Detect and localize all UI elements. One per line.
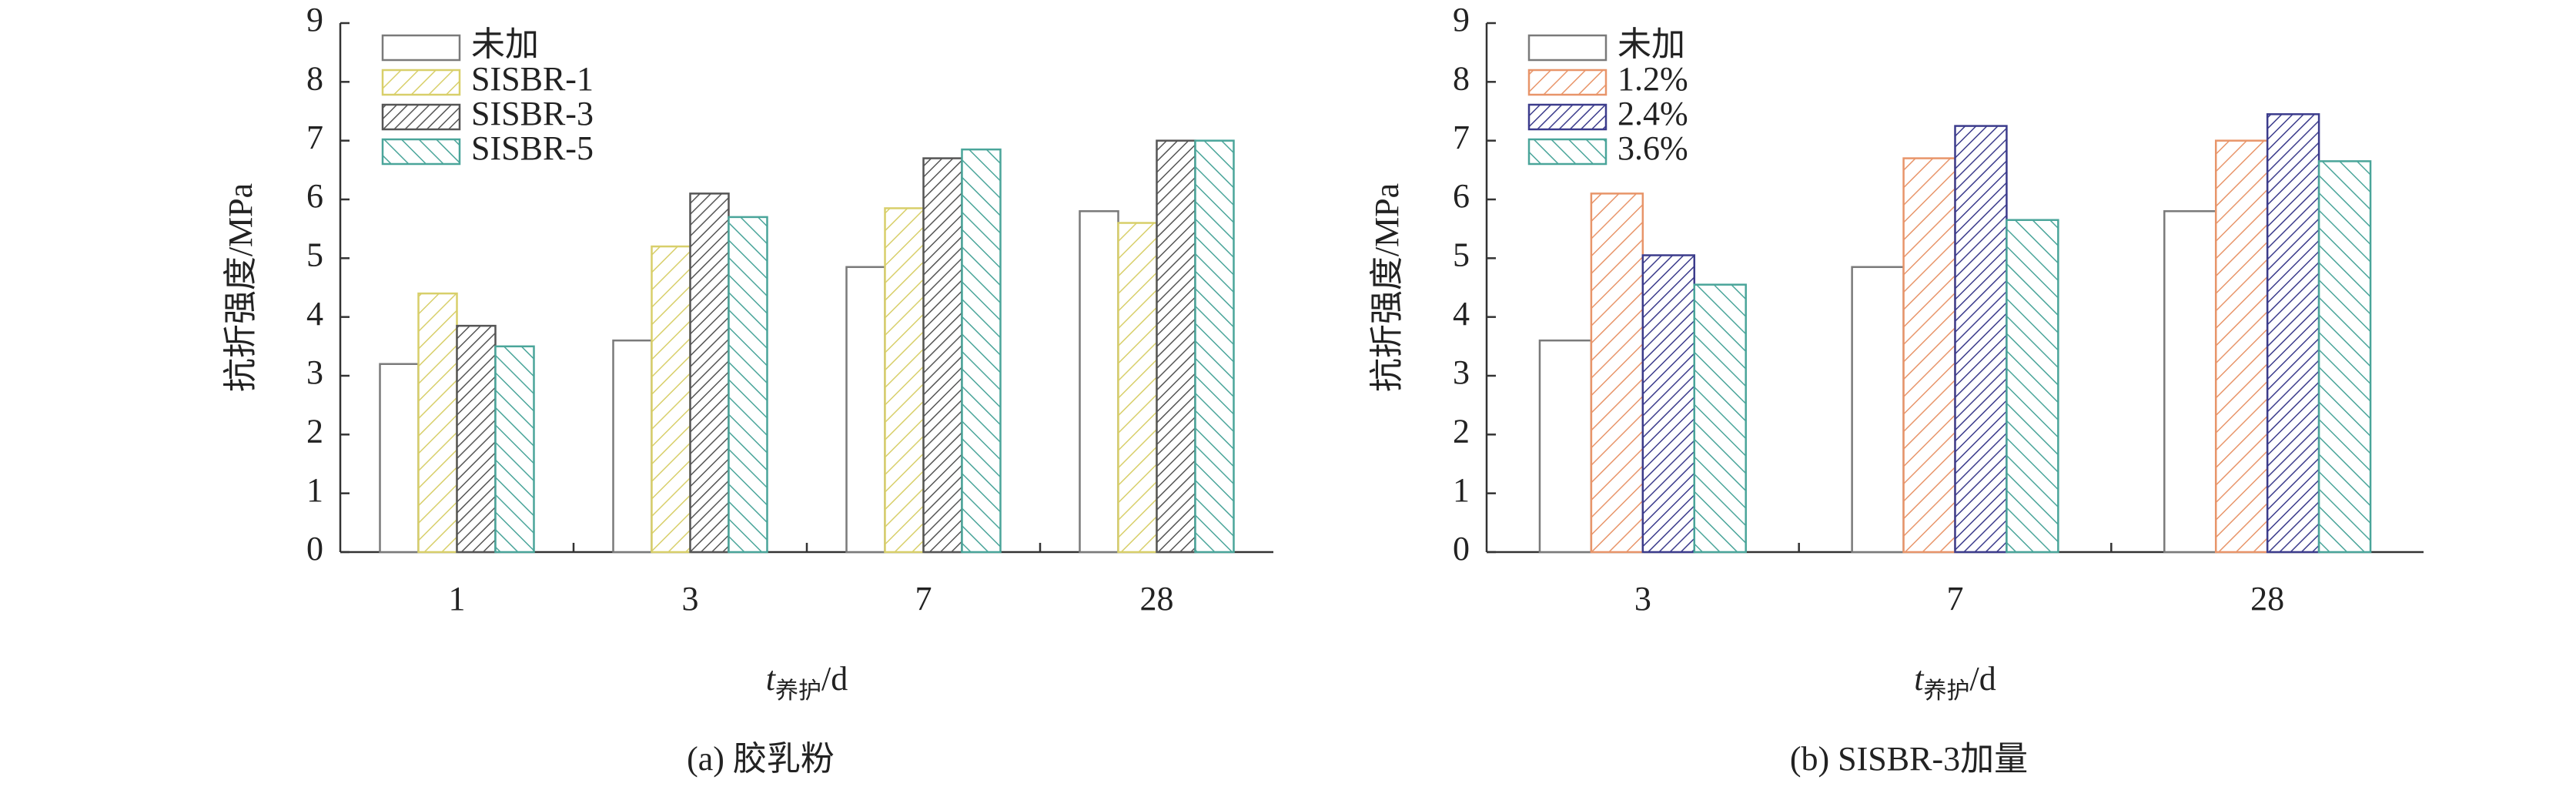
y-tick-label: 4 xyxy=(306,295,323,333)
y-tick-label: 7 xyxy=(1453,119,1470,156)
x-tick-label: 1 xyxy=(449,580,466,618)
legend-label: 3.6% xyxy=(1618,129,1688,167)
bar xyxy=(884,207,925,554)
legend-label: 未加 xyxy=(471,25,539,63)
bar xyxy=(612,339,653,554)
y-tick-label: 6 xyxy=(306,177,323,215)
x-label-subscript: 养护 xyxy=(775,678,821,704)
legend-swatch xyxy=(1527,69,1607,96)
bar xyxy=(379,363,420,554)
bar xyxy=(922,157,963,554)
y-tick-label: 2 xyxy=(306,412,323,450)
y-tick-label: 0 xyxy=(1453,530,1470,567)
y-tick-label: 4 xyxy=(1453,295,1470,333)
x-label-symbol: t xyxy=(766,660,777,698)
x-label-symbol: t xyxy=(1914,660,1925,698)
legend-swatch xyxy=(381,69,461,96)
x-tick-label: 7 xyxy=(1947,580,1964,618)
bar xyxy=(2214,139,2269,554)
y-tick-label: 3 xyxy=(306,353,323,391)
bar xyxy=(494,345,535,554)
legend-swatch xyxy=(1527,34,1607,62)
x-axis-label: t养护/d xyxy=(766,660,848,704)
y-tick-label: 9 xyxy=(306,1,323,38)
bar xyxy=(1954,125,2008,554)
legend-label: 1.2% xyxy=(1618,60,1688,98)
y-tick-label: 5 xyxy=(306,236,323,273)
x-tick-label: 28 xyxy=(2250,580,2284,618)
y-axis-label: 抗折强度/MPa xyxy=(222,183,259,392)
legend-label: 未加 xyxy=(1618,25,1685,63)
x-tick-label: 28 xyxy=(1140,580,1174,618)
chart-caption: (a) 胶乳粉 xyxy=(687,740,835,778)
bar xyxy=(689,192,730,554)
bar xyxy=(1590,192,1644,554)
y-tick-label: 7 xyxy=(306,119,323,156)
bar xyxy=(728,216,768,554)
y-tick-label: 1 xyxy=(306,471,323,509)
y-tick-label: 3 xyxy=(1453,353,1470,391)
x-tick-label: 3 xyxy=(1634,580,1651,618)
y-tick-label: 5 xyxy=(1453,236,1470,273)
bar xyxy=(1117,222,1158,554)
y-tick-label: 1 xyxy=(1453,471,1470,509)
legend-swatch xyxy=(381,138,461,166)
y-tick-label: 6 xyxy=(1453,177,1470,215)
bar xyxy=(1851,266,1905,554)
x-tick-label: 7 xyxy=(915,580,932,618)
bar xyxy=(2266,113,2320,554)
legend-swatch xyxy=(381,34,461,62)
x-label-unit: /d xyxy=(1970,660,1996,698)
y-tick-label: 8 xyxy=(306,59,323,97)
y-tick-label: 8 xyxy=(1453,59,1470,97)
bar xyxy=(651,245,691,554)
x-tick-label: 3 xyxy=(682,580,699,618)
bar xyxy=(1156,139,1196,554)
bar xyxy=(845,266,886,554)
bar xyxy=(961,148,1002,554)
x-label-unit: /d xyxy=(821,660,848,698)
legend-swatch xyxy=(1527,103,1607,131)
bar xyxy=(2163,210,2217,554)
legend-label: SISBR-1 xyxy=(471,60,594,98)
y-tick-label: 2 xyxy=(1453,412,1470,450)
y-axis-label: 抗折强度/MPa xyxy=(1368,183,1406,392)
legend-swatch xyxy=(1527,138,1607,166)
chart-caption: (b) SISBR-3加量 xyxy=(1790,740,2028,778)
x-label-subscript: 养护 xyxy=(1924,678,1970,704)
bar xyxy=(2006,219,2059,554)
bar xyxy=(1079,210,1119,554)
bar xyxy=(1693,283,1747,554)
bar xyxy=(1902,157,1956,554)
bar xyxy=(2317,160,2372,554)
legend-label: 2.4% xyxy=(1618,95,1688,132)
bar xyxy=(417,292,458,554)
y-tick-label: 9 xyxy=(1453,1,1470,38)
bar xyxy=(456,324,497,554)
bar xyxy=(1538,339,1593,554)
bar xyxy=(1194,139,1235,554)
legend-swatch xyxy=(381,103,461,131)
x-axis-label: t养护/d xyxy=(1914,660,1996,704)
legend-label: SISBR-5 xyxy=(471,129,594,167)
y-tick-label: 0 xyxy=(306,530,323,567)
legend-label: SISBR-3 xyxy=(471,95,594,132)
bar xyxy=(1641,254,1696,554)
